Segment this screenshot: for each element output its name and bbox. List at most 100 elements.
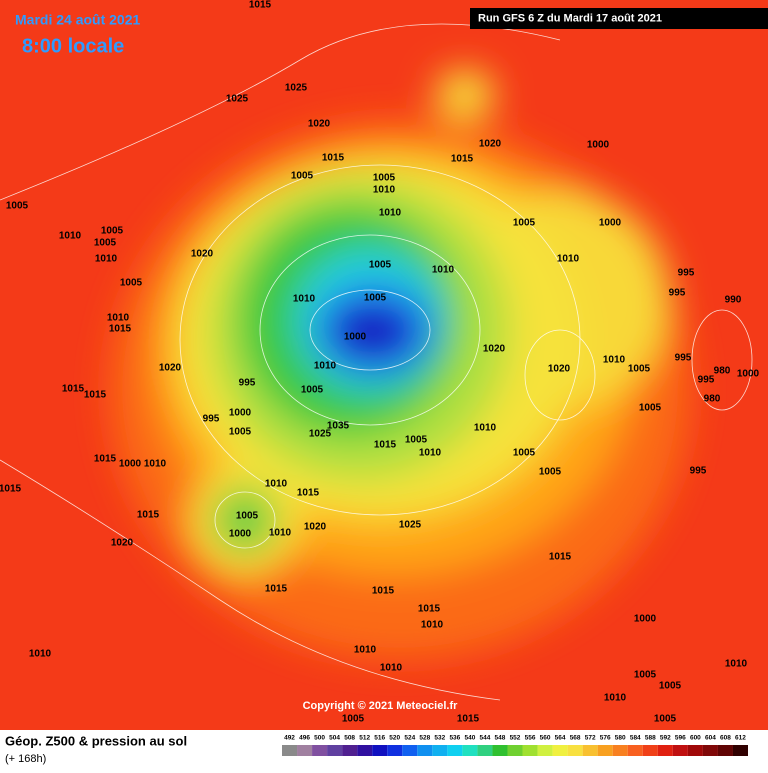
isobar-label: 1005 [364,293,387,304]
isobar-label: 1010 [432,265,455,276]
isobar-label: 1005 [236,511,259,522]
legend-label: 568 [570,735,581,742]
legend-label: 512 [359,735,370,742]
legend-swatch [312,745,328,756]
isobar-label: 1015 [374,440,397,451]
isobar-label: 1010 [604,693,627,704]
isobars [0,23,753,701]
legend-label: 588 [645,735,656,742]
legend-label: 576 [600,735,611,742]
isobar-label: 1010 [265,479,288,490]
isobar-label: 1015 [137,510,160,521]
isobar-label: 1005 [513,218,536,229]
legend-swatch [582,745,598,756]
legend-label: 612 [735,735,746,742]
legend-swatch [372,745,388,756]
isobar-label: 1005 [628,364,651,375]
isobar-label: 1010 [379,208,402,219]
legend-label: 508 [344,735,355,742]
legend-label: 492 [284,735,295,742]
isobar-label: 1010 [107,313,130,324]
isobar-label: 1015 [94,454,117,465]
isobar-label: 1025 [399,520,422,531]
legend-swatch [627,745,643,756]
isobar-label: 1020 [191,249,214,260]
valid-time: 8:00 locale [22,35,124,57]
isobar-label: 1010 [293,294,316,305]
isobar-label: 1010 [373,185,396,196]
isobar-label: 995 [675,353,692,364]
isobar-label: 1005 [373,173,396,184]
legend-swatch [552,745,568,756]
legend-label: 592 [660,735,671,742]
isobar-label: 1000 [599,218,622,229]
isobar-label: 995 [669,288,686,299]
isobar-label: 1020 [548,364,571,375]
isobar-label: 1005 [659,681,682,692]
footer-lead: (+ 168h) [5,753,46,765]
legend-swatch [597,745,613,756]
isobar-label: 1000 [634,614,657,625]
isobar-label: 980 [714,366,731,377]
legend-label: 548 [495,735,506,742]
isobar-label: 1005 [120,278,143,289]
legend-swatch [462,745,478,756]
isobar-label: 1010 [557,254,580,265]
isobar-label: 1015 [109,324,132,335]
legend-label: 520 [389,735,400,742]
isobar-label: 1010 [725,659,748,670]
legend-swatch [387,745,403,756]
isobar-label: 1005 [369,260,392,271]
legend-label: 608 [720,735,731,742]
isobar-label: 1015 [249,0,272,11]
footer-title: Géop. Z500 & pression au sol [5,733,187,748]
legend-swatch [432,745,448,756]
legend-label: 552 [510,735,521,742]
isobar-label: 1005 [6,201,29,212]
isobar-label: 1005 [291,171,314,182]
isobar-label: 1015 [549,552,572,563]
legend-swatch [342,745,358,756]
legend-label: 516 [374,735,385,742]
isobar-label: 1010 [95,254,118,265]
isobar-label: 995 [678,268,695,279]
legend-swatch [537,745,553,756]
isobar-label: 1000 [344,332,367,343]
isobar-label: 1000 [587,140,610,151]
isobar-label: 1005 [101,226,124,237]
legend-label: 564 [555,735,566,742]
isobar-label: 1005 [654,714,677,725]
legend-swatch [567,745,583,756]
isobar-label: 1015 [62,384,85,395]
isobar-label: 1010 [354,645,377,656]
legend-swatch [732,745,748,756]
isobar-label: 1010 [603,355,626,366]
legend-swatch [417,745,433,756]
legend-label: 600 [690,735,701,742]
legend-swatch [522,745,538,756]
isobar-label: 1010 [380,663,403,674]
legend-swatch [402,745,418,756]
isobar-label: 1010 [59,231,82,242]
isobar-label: 1005 [405,435,428,446]
isobar-label: 1015 [297,488,320,499]
legend-swatch [672,745,688,756]
legend-swatch [282,745,298,756]
legend-label: 596 [675,735,686,742]
isobar-label: 1010 [269,528,292,539]
isobar-label: 1020 [308,119,331,130]
isobar-label: 1000 [229,529,252,540]
isobar-label: 1015 [84,390,107,401]
isobar-label: 1010 [314,361,337,372]
legend-label: 532 [434,735,445,742]
isobar-label: 990 [725,295,742,306]
legend-swatch [687,745,703,756]
isobar-label: 1025 [285,83,308,94]
legend-swatch [327,745,343,756]
isobar-label: 1020 [111,538,134,549]
legend-label: 556 [525,735,536,742]
run-info: Run GFS 6 Z du Mardi 17 août 2021 [478,12,662,24]
legend-label: 580 [615,735,626,742]
